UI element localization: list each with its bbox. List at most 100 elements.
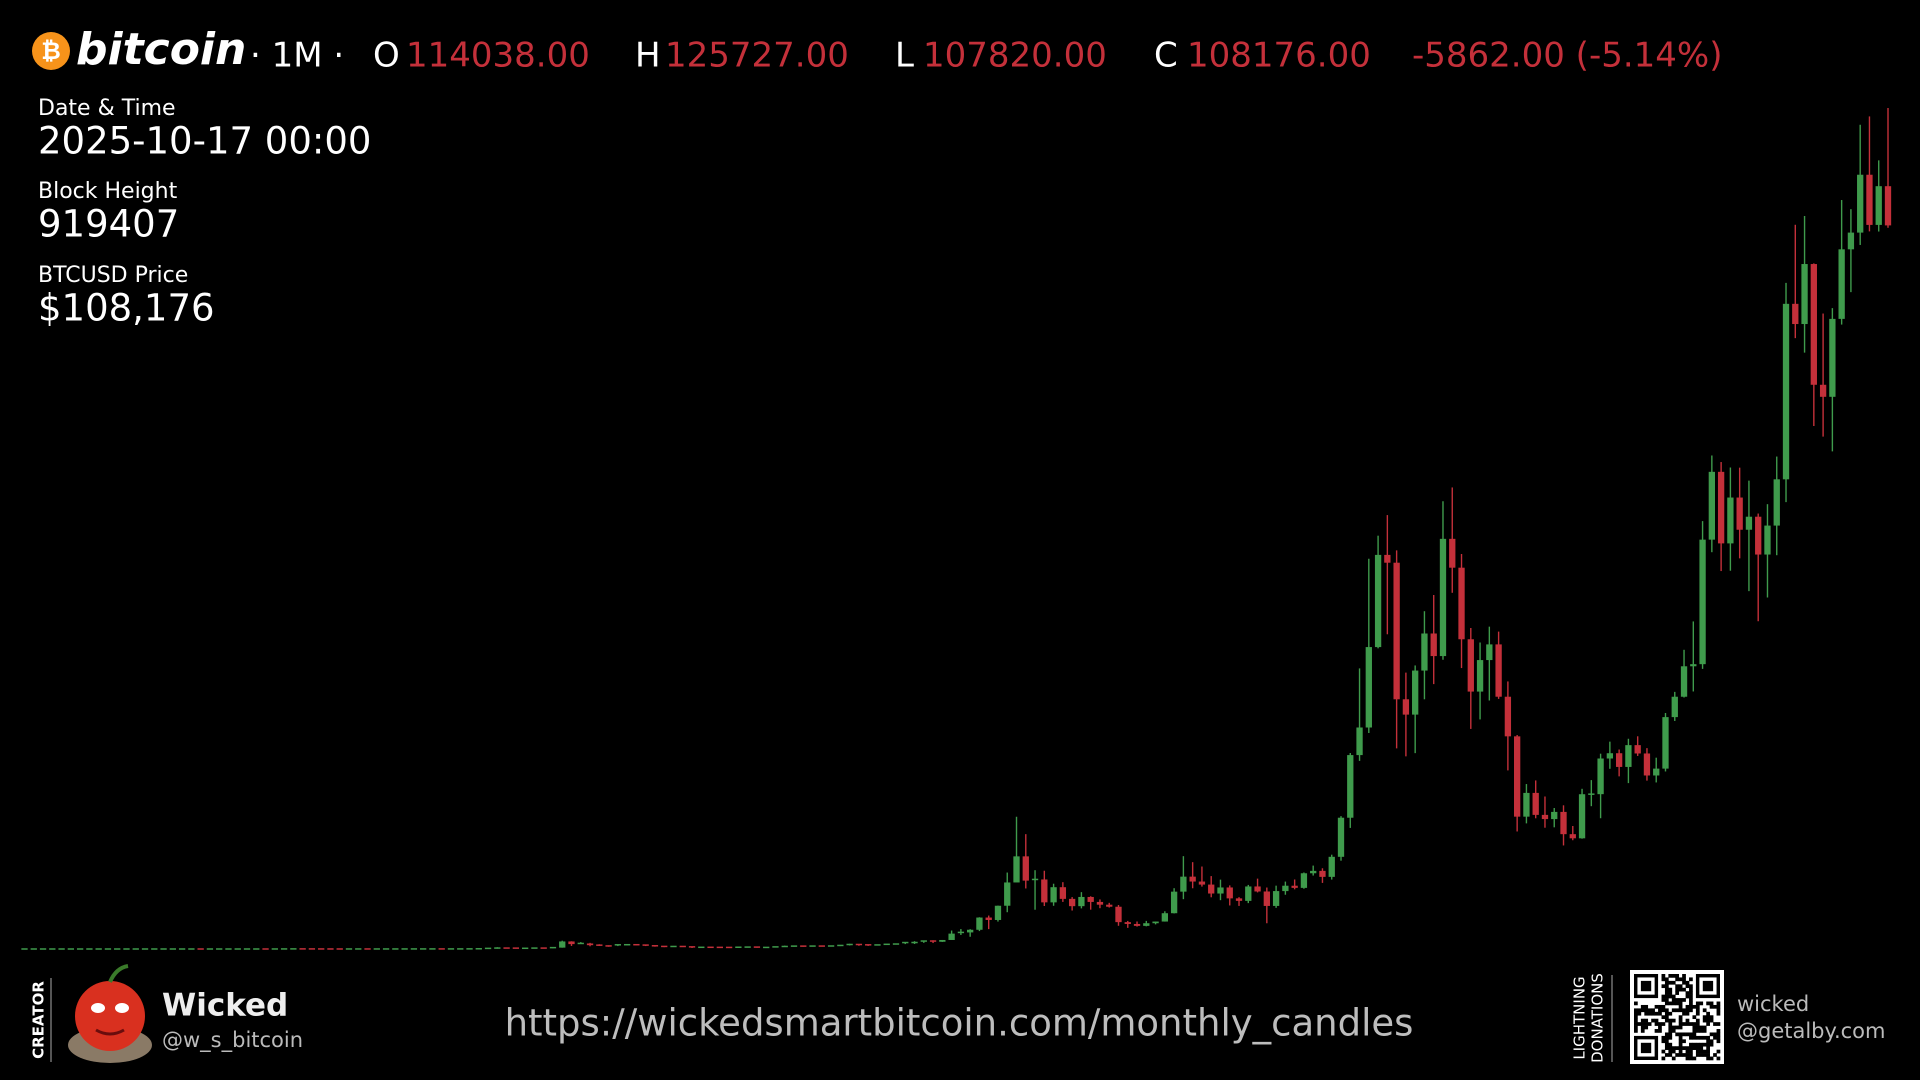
qr-module	[1699, 1035, 1704, 1040]
candle-body	[1486, 644, 1493, 661]
creator-label: CREATOR	[30, 981, 48, 1059]
qr-module	[1661, 1015, 1666, 1020]
qr-module	[1678, 1042, 1683, 1047]
candle-body	[1337, 817, 1345, 857]
logo-icon	[32, 32, 70, 70]
qr-module	[1689, 1042, 1693, 1047]
qr-module	[1664, 998, 1669, 1002]
candle-body	[160, 948, 167, 950]
candle-body	[1374, 554, 1382, 648]
qr-module	[1692, 1032, 1697, 1037]
candle-body	[1810, 264, 1817, 385]
qr-module	[1671, 1046, 1676, 1050]
qr-module	[1664, 980, 1669, 985]
qr-module	[1706, 1042, 1710, 1047]
candle-body	[271, 948, 278, 950]
qr-module	[1668, 1049, 1673, 1054]
candle-body	[318, 948, 325, 950]
candle-body	[1384, 554, 1391, 563]
candle-body	[772, 946, 779, 948]
qr-module	[1664, 991, 1669, 995]
qr-module	[1706, 1046, 1710, 1050]
candle-body	[605, 945, 612, 947]
qr-module	[1675, 1008, 1680, 1013]
qr-module	[1695, 1035, 1700, 1040]
qr-module	[1661, 1008, 1666, 1013]
candle-body	[1569, 834, 1576, 839]
qr-module	[1675, 998, 1680, 1002]
qr-module	[1685, 1032, 1690, 1037]
candle-body	[1365, 647, 1372, 728]
candle-body	[1653, 768, 1660, 776]
candle-body	[512, 947, 520, 949]
qr-module	[1654, 1022, 1659, 1026]
candle-body	[86, 948, 93, 950]
qr-module	[1678, 1035, 1683, 1040]
qr-module	[1689, 1004, 1693, 1009]
candle-body	[234, 948, 241, 950]
candle-body	[985, 917, 992, 920]
qr-code[interactable]	[1630, 970, 1724, 1064]
candle-body	[1245, 886, 1252, 901]
qr-module	[1678, 1001, 1683, 1006]
candle-body	[1282, 885, 1289, 892]
candle-body	[614, 944, 622, 946]
qr-module	[1695, 1049, 1700, 1054]
qr-module	[1661, 994, 1666, 999]
qr-module	[1702, 1042, 1707, 1047]
qr-module	[1689, 1056, 1693, 1061]
qr-module	[1713, 1053, 1717, 1057]
qr-module	[1682, 1008, 1686, 1013]
qr-module	[1637, 1022, 1642, 1026]
candle-body	[206, 948, 214, 950]
qr-module	[1634, 1001, 1638, 1006]
qr-module	[1702, 1025, 1707, 1030]
candle-body	[1736, 497, 1743, 530]
candle-body	[364, 948, 371, 950]
qr-module	[1682, 977, 1686, 982]
candle-body	[1504, 696, 1512, 737]
candle-body	[197, 948, 204, 950]
candle-body	[1643, 753, 1651, 776]
qr-module	[1644, 1004, 1649, 1009]
qr-module	[1685, 980, 1690, 985]
qr-finder	[1640, 980, 1652, 992]
qr-module	[1699, 1046, 1704, 1050]
date-label: Date & Time	[38, 96, 176, 121]
candle-body	[1031, 878, 1039, 881]
candle-body	[800, 945, 807, 947]
qr-module	[1692, 1004, 1697, 1009]
qr-module	[1647, 1008, 1652, 1013]
price-label: BTCUSD Price	[38, 263, 188, 288]
candle-body	[475, 948, 482, 950]
candle-body	[559, 941, 566, 948]
candle-body	[1755, 516, 1762, 555]
candle-body	[846, 943, 853, 946]
qr-module	[1678, 987, 1683, 992]
candle-body	[1356, 727, 1363, 756]
candle-body	[1717, 471, 1725, 544]
qr-module	[1702, 1008, 1707, 1013]
candle-body	[1217, 887, 1224, 894]
qr-module	[1671, 998, 1676, 1002]
qr-module	[1671, 1008, 1676, 1013]
qr-module	[1699, 1042, 1704, 1047]
candle-body	[1393, 562, 1400, 700]
qr-module	[1699, 1029, 1704, 1033]
qr-module	[1675, 1001, 1680, 1006]
qr-module	[1668, 1001, 1673, 1006]
qr-module	[1678, 1015, 1683, 1020]
high-label: H	[635, 36, 661, 76]
qr-module	[1640, 1018, 1645, 1023]
candle-body	[1439, 538, 1447, 657]
qr-module	[1706, 1049, 1710, 1054]
candle-body	[401, 948, 408, 950]
qr-module	[1671, 1056, 1676, 1061]
qr-module	[1713, 1032, 1717, 1037]
qr-module	[1706, 1011, 1710, 1016]
qr-module	[1706, 1053, 1710, 1057]
candle-body	[299, 948, 306, 950]
candle-body	[1004, 882, 1011, 906]
url[interactable]: https://wickedsmartbitcoin.com/monthly_c…	[505, 1002, 1414, 1045]
candle-body	[707, 946, 714, 949]
